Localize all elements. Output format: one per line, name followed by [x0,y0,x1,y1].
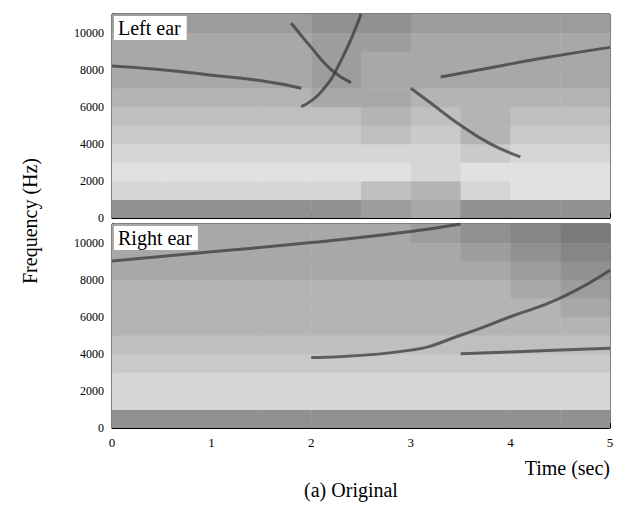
svg-text:8000: 8000 [80,63,104,77]
svg-text:4000: 4000 [80,137,104,151]
svg-text:5: 5 [607,435,614,450]
svg-text:2000: 2000 [80,384,104,398]
svg-text:10000: 10000 [74,26,104,40]
svg-text:2000: 2000 [80,174,104,188]
svg-text:10000: 10000 [74,236,104,250]
svg-text:3: 3 [408,435,415,450]
svg-text:Time (sec): Time (sec) [525,457,610,480]
svg-text:1: 1 [208,435,215,450]
svg-text:Left ear: Left ear [118,17,181,39]
svg-text:(a) Original: (a) Original [304,479,398,502]
svg-text:2: 2 [308,435,315,450]
svg-text:6000: 6000 [80,310,104,324]
svg-text:4: 4 [507,435,514,450]
svg-text:Frequency (Hz): Frequency (Hz) [19,158,42,284]
svg-text:0: 0 [98,211,104,225]
svg-text:8000: 8000 [80,273,104,287]
svg-text:4000: 4000 [80,347,104,361]
svg-text:0: 0 [109,435,116,450]
svg-text:Right ear: Right ear [118,227,192,250]
svg-text:0: 0 [98,421,104,435]
svg-text:6000: 6000 [80,100,104,114]
